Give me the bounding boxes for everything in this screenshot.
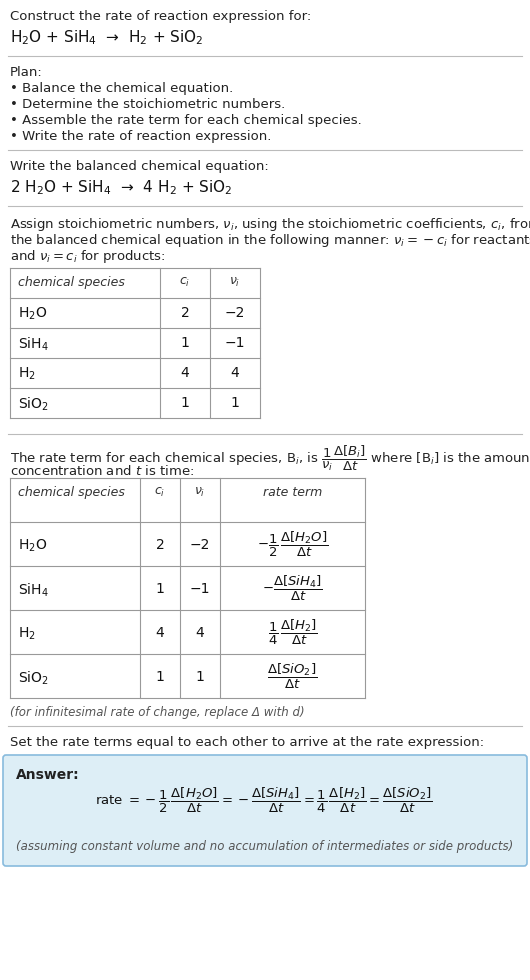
Text: SiH$_4$: SiH$_4$ — [18, 582, 49, 600]
Text: 2: 2 — [156, 538, 164, 552]
Text: H$_2$O: H$_2$O — [18, 306, 47, 322]
Text: 4: 4 — [196, 626, 205, 640]
Text: H$_2$O: H$_2$O — [18, 538, 47, 555]
Text: 1: 1 — [181, 336, 189, 350]
Text: 1: 1 — [156, 582, 164, 596]
Text: 1: 1 — [231, 396, 240, 410]
Text: concentration and $t$ is time:: concentration and $t$ is time: — [10, 464, 194, 478]
Text: SiO$_2$: SiO$_2$ — [18, 396, 49, 414]
Text: Construct the rate of reaction expression for:: Construct the rate of reaction expressio… — [10, 10, 311, 23]
Text: • Determine the stoichiometric numbers.: • Determine the stoichiometric numbers. — [10, 98, 285, 111]
Text: H$_2$: H$_2$ — [18, 626, 36, 643]
Text: 2: 2 — [181, 306, 189, 320]
Text: Write the balanced chemical equation:: Write the balanced chemical equation: — [10, 160, 269, 173]
Text: H$_2$: H$_2$ — [18, 366, 36, 382]
Text: −1: −1 — [190, 582, 210, 596]
Text: Plan:: Plan: — [10, 66, 43, 79]
Text: Set the rate terms equal to each other to arrive at the rate expression:: Set the rate terms equal to each other t… — [10, 736, 484, 749]
Text: H$_2$O + SiH$_4$  →  H$_2$ + SiO$_2$: H$_2$O + SiH$_4$ → H$_2$ + SiO$_2$ — [10, 28, 204, 47]
Text: SiO$_2$: SiO$_2$ — [18, 670, 49, 687]
Text: −2: −2 — [190, 538, 210, 552]
Text: $c_i$: $c_i$ — [154, 486, 166, 499]
Text: $-\dfrac{\Delta[SiH_4]}{\Delta t}$: $-\dfrac{\Delta[SiH_4]}{\Delta t}$ — [262, 573, 323, 603]
Text: 1: 1 — [196, 670, 205, 684]
Text: $-\dfrac{1}{2}\,\dfrac{\Delta[H_2O]}{\Delta t}$: $-\dfrac{1}{2}\,\dfrac{\Delta[H_2O]}{\De… — [257, 529, 328, 559]
Text: Assign stoichiometric numbers, $\nu_i$, using the stoichiometric coefficients, $: Assign stoichiometric numbers, $\nu_i$, … — [10, 216, 530, 233]
Text: Answer:: Answer: — [16, 768, 80, 782]
Text: $c_i$: $c_i$ — [179, 276, 191, 289]
Text: $\dfrac{1}{4}\,\dfrac{\Delta[H_2]}{\Delta t}$: $\dfrac{1}{4}\,\dfrac{\Delta[H_2]}{\Delt… — [268, 617, 317, 647]
Text: $\dfrac{\Delta[SiO_2]}{\Delta t}$: $\dfrac{\Delta[SiO_2]}{\Delta t}$ — [268, 662, 317, 691]
Text: 1: 1 — [156, 670, 164, 684]
Text: SiH$_4$: SiH$_4$ — [18, 336, 49, 354]
Text: $\nu_i$: $\nu_i$ — [229, 276, 241, 289]
Text: 1: 1 — [181, 396, 189, 410]
FancyBboxPatch shape — [3, 755, 527, 866]
Text: −2: −2 — [225, 306, 245, 320]
Text: • Balance the chemical equation.: • Balance the chemical equation. — [10, 82, 233, 95]
Text: • Write the rate of reaction expression.: • Write the rate of reaction expression. — [10, 130, 271, 143]
Text: $\nu_i$: $\nu_i$ — [195, 486, 206, 499]
Text: chemical species: chemical species — [18, 486, 125, 499]
Text: the balanced chemical equation in the following manner: $\nu_i = -c_i$ for react: the balanced chemical equation in the fo… — [10, 232, 530, 249]
Text: 4: 4 — [181, 366, 189, 380]
Text: The rate term for each chemical species, B$_i$, is $\dfrac{1}{\nu_i}\dfrac{\Delt: The rate term for each chemical species,… — [10, 444, 530, 473]
Text: rate $= -\dfrac{1}{2}\,\dfrac{\Delta[H_2O]}{\Delta t} = -\dfrac{\Delta[SiH_4]}{\: rate $= -\dfrac{1}{2}\,\dfrac{\Delta[H_2… — [95, 785, 433, 814]
Text: (assuming constant volume and no accumulation of intermediates or side products): (assuming constant volume and no accumul… — [16, 840, 513, 853]
Text: rate term: rate term — [263, 486, 322, 499]
Text: −1: −1 — [225, 336, 245, 350]
Text: and $\nu_i = c_i$ for products:: and $\nu_i = c_i$ for products: — [10, 248, 165, 265]
Text: chemical species: chemical species — [18, 276, 125, 289]
Text: 4: 4 — [231, 366, 240, 380]
Text: • Assemble the rate term for each chemical species.: • Assemble the rate term for each chemic… — [10, 114, 362, 127]
Text: (for infinitesimal rate of change, replace Δ with d): (for infinitesimal rate of change, repla… — [10, 706, 305, 719]
Text: 4: 4 — [156, 626, 164, 640]
Text: 2 H$_2$O + SiH$_4$  →  4 H$_2$ + SiO$_2$: 2 H$_2$O + SiH$_4$ → 4 H$_2$ + SiO$_2$ — [10, 178, 233, 197]
